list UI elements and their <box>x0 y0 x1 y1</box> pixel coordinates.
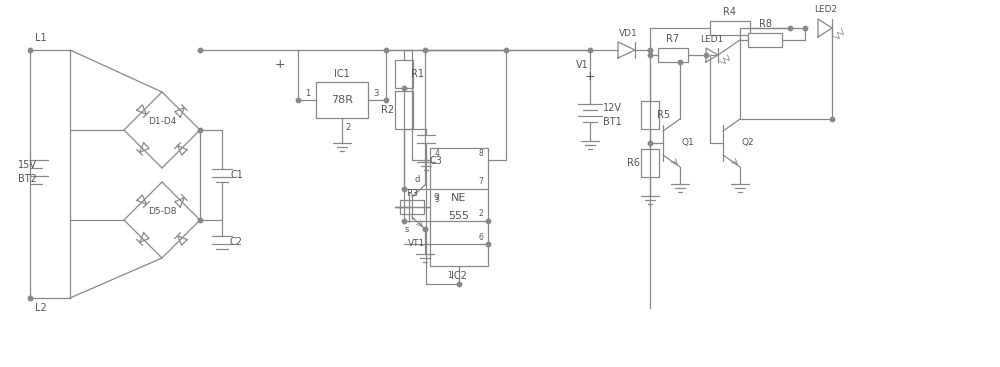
Text: +: + <box>275 58 285 70</box>
Text: LED1: LED1 <box>700 34 724 44</box>
Text: D1-D4: D1-D4 <box>148 117 176 127</box>
Bar <box>395 91 413 129</box>
Text: R4: R4 <box>724 7 736 17</box>
Bar <box>748 33 782 47</box>
Text: R3: R3 <box>406 189 418 197</box>
Text: 4: 4 <box>435 149 439 157</box>
Text: 555: 555 <box>448 211 470 221</box>
Text: C2: C2 <box>230 237 242 247</box>
Text: LED2: LED2 <box>814 6 838 15</box>
Text: R5: R5 <box>657 110 671 120</box>
Text: Q1: Q1 <box>682 138 694 148</box>
Bar <box>641 149 659 177</box>
Text: D5-D8: D5-D8 <box>148 207 176 217</box>
Text: R6: R6 <box>628 158 640 168</box>
Text: VD1: VD1 <box>619 29 637 39</box>
Text: g: g <box>433 192 439 200</box>
Text: R2: R2 <box>381 105 395 115</box>
Text: VT1: VT1 <box>408 239 426 247</box>
Bar <box>710 21 750 35</box>
Bar <box>658 48 688 62</box>
Text: IC1: IC1 <box>334 69 350 79</box>
Text: R1: R1 <box>412 69 424 79</box>
Bar <box>395 60 413 88</box>
Text: C3: C3 <box>430 156 443 166</box>
Text: d: d <box>414 174 420 184</box>
Text: IC2: IC2 <box>451 271 467 281</box>
Text: L2: L2 <box>35 303 47 313</box>
Text: 7: 7 <box>479 178 483 186</box>
Text: Q2: Q2 <box>742 138 754 148</box>
Text: 2: 2 <box>345 123 351 131</box>
Text: 2: 2 <box>479 210 483 218</box>
Text: s: s <box>405 225 409 233</box>
Text: 3: 3 <box>373 88 379 98</box>
Bar <box>641 101 659 129</box>
Text: 1: 1 <box>448 272 452 280</box>
Text: 12V: 12V <box>602 103 622 113</box>
Text: 15V: 15V <box>18 160 37 170</box>
Text: V1: V1 <box>576 60 588 70</box>
Text: 8: 8 <box>479 149 483 157</box>
Text: NE: NE <box>451 193 467 203</box>
Bar <box>400 200 424 214</box>
Text: BT2: BT2 <box>18 174 37 184</box>
Bar <box>316 82 368 118</box>
Text: 78R: 78R <box>331 95 353 105</box>
Text: R7: R7 <box>666 34 680 44</box>
Text: R8: R8 <box>759 19 772 29</box>
Text: +: + <box>585 69 595 83</box>
Text: 3: 3 <box>435 196 439 204</box>
Bar <box>430 148 488 266</box>
Text: L1: L1 <box>35 33 47 43</box>
Text: 1: 1 <box>305 88 311 98</box>
Text: C1: C1 <box>231 170 243 180</box>
Text: 6: 6 <box>479 233 483 241</box>
Text: BT1: BT1 <box>603 117 621 127</box>
